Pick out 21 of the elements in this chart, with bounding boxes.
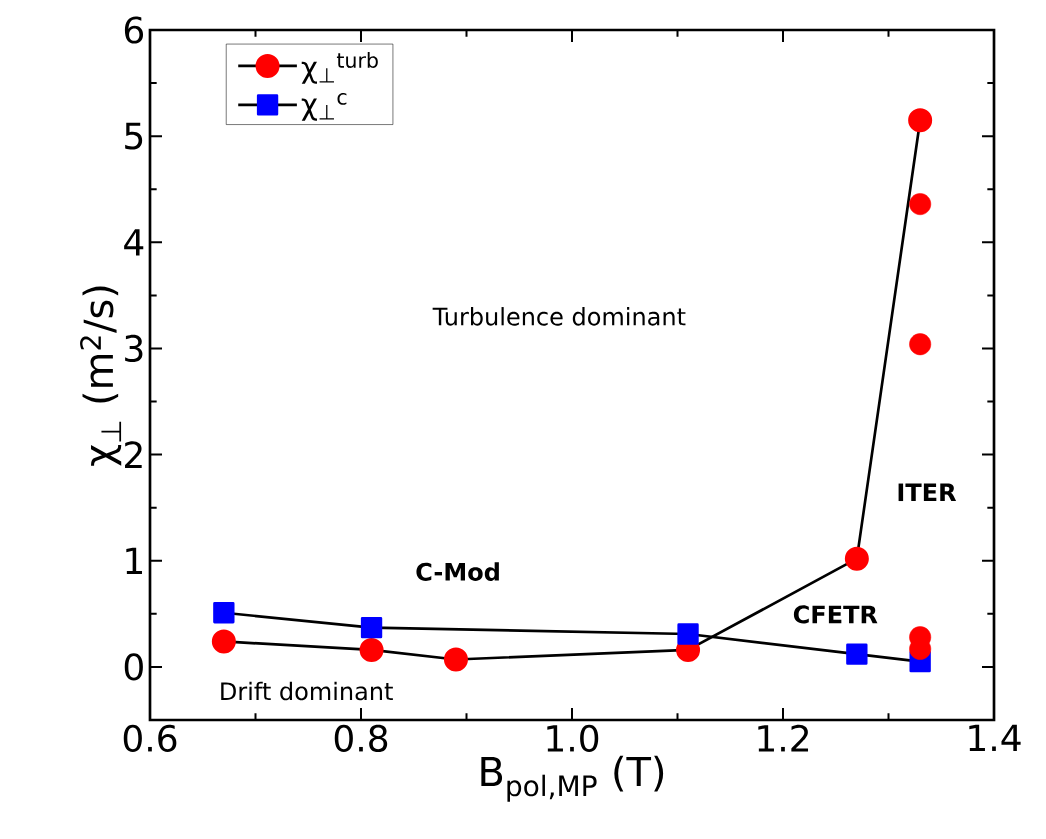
legend-label: χ$_{⊥}$turb xyxy=(301,52,378,84)
x-tick-label: 1.0 xyxy=(547,724,599,752)
annotation: Drift dominant xyxy=(221,681,393,701)
y-tick-label: 1 xyxy=(126,547,142,574)
x-tick-label: 1.2 xyxy=(758,724,809,752)
x-axis-title: B$_{pol,MP}$ (T) xyxy=(481,755,664,802)
y-tick-label: 6 xyxy=(124,16,144,44)
annotation: Turbulence dominant xyxy=(432,307,686,326)
x-tick-label: 0.6 xyxy=(123,724,177,752)
legend-label: χ$_{⊥}$c xyxy=(301,93,347,121)
y-tick-label: 3 xyxy=(125,334,143,363)
y-tick-label: 0 xyxy=(124,653,143,681)
y-tick-label: 4 xyxy=(124,229,144,256)
annotation: C-Mod xyxy=(416,562,499,581)
y-axis-title: χ$_{⊥}$ (m$^{2}$/s) xyxy=(80,286,122,466)
y-tick-label: 2 xyxy=(125,441,142,468)
annotation: ITER xyxy=(898,483,957,502)
x-tick-label: 1.4 xyxy=(969,724,1021,751)
x-tick-label: 0.8 xyxy=(334,724,388,752)
annotation: CFETR xyxy=(793,605,878,624)
y-tick-label: 5 xyxy=(125,122,143,150)
